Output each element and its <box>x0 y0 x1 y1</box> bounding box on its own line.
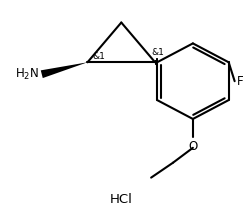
Text: F: F <box>237 75 243 88</box>
Polygon shape <box>41 62 88 78</box>
Text: &1: &1 <box>92 52 105 61</box>
Text: H$_2$N: H$_2$N <box>15 67 39 82</box>
Text: HCl: HCl <box>110 193 133 206</box>
Text: &1: &1 <box>151 48 164 57</box>
Text: O: O <box>188 140 197 153</box>
